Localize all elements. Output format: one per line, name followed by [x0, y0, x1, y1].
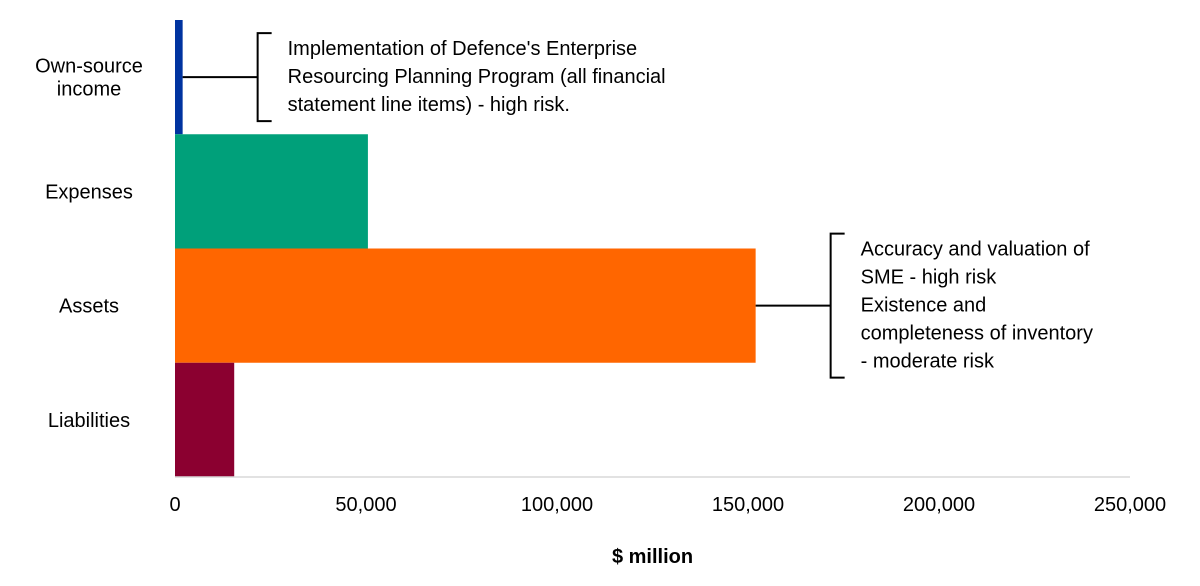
bar-own-source-income: [175, 20, 183, 135]
annotation-text-line: SME - high risk: [861, 267, 998, 289]
category-labels-group: Own-source income Expenses Assets Liabilitie…: [35, 56, 143, 432]
annotation-text-line: Implementation of Defence's Enterprise: [288, 38, 638, 60]
bar-assets: [175, 248, 756, 363]
x-tick-label: 150,000: [712, 494, 784, 516]
category-label-line: income: [57, 79, 121, 101]
annotation: Implementation of Defence's Enterprise Re…: [182, 32, 666, 123]
category-label: Liabilities: [48, 410, 130, 432]
annotation-bracket: [256, 32, 272, 123]
category-label-line: Liabilities: [48, 410, 130, 432]
bar-liabilities: [175, 362, 235, 477]
bars-group: [175, 20, 756, 477]
x-tick-labels-group: 0 50,000 100,000 150,000 200,000 250,000: [169, 494, 1166, 516]
annotation-text: Accuracy and valuation of SME - high risk…: [861, 239, 1093, 373]
category-label-line: Own-source: [35, 56, 143, 78]
annotation-bracket: [829, 232, 845, 379]
x-tick-label: 100,000: [521, 494, 593, 516]
x-axis-title: $ million: [612, 546, 693, 568]
annotation-text-line: Accuracy and valuation of: [861, 239, 1090, 261]
category-label: Expenses: [45, 181, 133, 203]
bar-expenses: [175, 134, 368, 249]
annotation-text-line: statement line items) - high risk.: [288, 94, 570, 116]
annotation-text-line: completeness of inventory: [861, 323, 1093, 345]
x-tick-label: 0: [169, 494, 180, 516]
category-label-line: Expenses: [45, 181, 133, 203]
x-tick-label: 50,000: [335, 494, 396, 516]
category-label-line: Assets: [59, 296, 119, 318]
annotation: Accuracy and valuation of SME - high risk…: [755, 232, 1093, 379]
annotations-group: Implementation of Defence's Enterprise Re…: [182, 32, 1093, 379]
annotation-text-line: - moderate risk: [861, 351, 995, 373]
category-label: Own-source income: [35, 56, 143, 101]
x-tick-label: 250,000: [1094, 494, 1166, 516]
x-tick-label: 200,000: [903, 494, 975, 516]
category-label: Assets: [59, 296, 119, 318]
annotation-text-line: Resourcing Planning Program (all financi…: [288, 66, 666, 88]
annotation-text: Implementation of Defence's Enterprise Re…: [288, 38, 666, 116]
annotation-text-line: Existence and: [861, 295, 987, 317]
